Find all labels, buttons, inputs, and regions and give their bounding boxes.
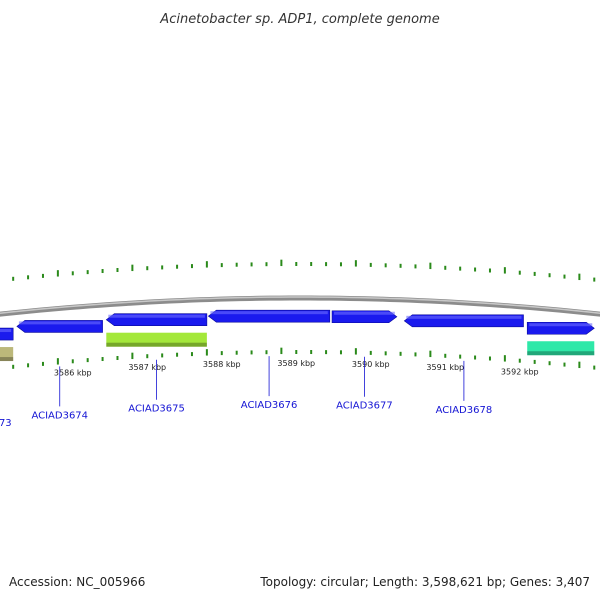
genome-summary: Topology: circular; Length: 3,598,621 bp…	[259, 575, 590, 589]
backbone-arc	[0, 295, 600, 317]
tick-label-3589: 3589 kbp	[277, 359, 315, 368]
tick-label-3586: 3586 kbp	[54, 368, 92, 377]
tick-label-3592: 3592 kbp	[501, 368, 539, 377]
gc-skew-track	[12, 259, 596, 370]
gene-label-ACIAD3674[interactable]: ACIAD3674	[31, 410, 88, 421]
tick-label-3590: 3590 kbp	[352, 360, 390, 369]
cds-highlight	[334, 311, 395, 315]
tick-label-3591: 3591 kbp	[426, 363, 464, 372]
map-title: Acinetobacter sp. ADP1, complete genome	[159, 12, 439, 27]
gene-labels: ACIAD3673 ACIAD3674 ACIAD3675 ACIAD3676 ACIA…	[0, 356, 492, 429]
cog-bar-ACIAD3673[interactable]	[0, 347, 14, 362]
cog-bar-shade	[106, 342, 207, 347]
cds-highlight	[210, 311, 328, 315]
cog-bar-shade	[527, 351, 595, 356]
cds-highlight	[529, 323, 593, 327]
gene-label-ACIAD3678[interactable]: ACIAD3678	[436, 405, 493, 416]
tick-label-3587: 3587 kbp	[128, 363, 166, 372]
gene-label-ACIAD3676[interactable]: ACIAD3676	[241, 400, 298, 411]
cds-highlight	[108, 314, 205, 318]
cds-highlight	[406, 315, 522, 319]
cds-highlight	[0, 329, 12, 333]
scale-ticks: 3586 kbp 3587 kbp 3588 kbp 3589 kbp 3590 kbp…	[54, 359, 539, 377]
cog-bar-ACIAD3675[interactable]	[106, 332, 207, 347]
backbone-highlight	[0, 296, 600, 314]
gene-label-ACIAD3677[interactable]: ACIAD3677	[336, 401, 393, 412]
cog-bar-shade	[0, 357, 14, 362]
gene-label-ACIAD3675[interactable]: ACIAD3675	[128, 404, 185, 415]
gene-label-ACIAD3673[interactable]: ACIAD3673	[0, 418, 12, 429]
accession-label: Accession: NC_005966	[9, 575, 145, 589]
cog-bar-partial[interactable]	[527, 341, 595, 356]
tick-label-3588: 3588 kbp	[203, 360, 241, 369]
genome-backbone	[0, 295, 600, 317]
gene-track	[0, 309, 595, 362]
cds-highlight	[18, 321, 101, 325]
